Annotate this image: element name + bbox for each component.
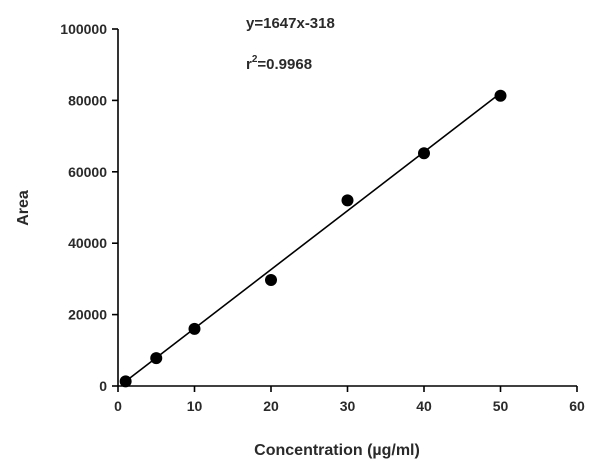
axes <box>117 29 577 387</box>
y-tick-label: 80000 <box>68 92 107 108</box>
data-point <box>418 147 430 160</box>
data-point <box>188 322 201 335</box>
x-tick-label: 20 <box>263 398 279 414</box>
r-squared-annotation: r2=0.9968 <box>246 54 312 73</box>
x-tick-label: 0 <box>114 398 122 414</box>
y-tick-label: 40000 <box>68 235 107 251</box>
r-squared-superscript: 2 <box>252 54 258 65</box>
regression-line <box>125 92 501 382</box>
y-tick-label: 100000 <box>60 21 107 37</box>
equation-annotation: y=1647x-318 <box>246 15 335 32</box>
data-point <box>119 375 132 388</box>
data-point <box>150 352 163 365</box>
data-point <box>341 194 354 207</box>
ticks: 0 10 20 30 40 50 60 0 20000 40000 60000 80000 100000 <box>60 21 585 414</box>
x-tick-label: 50 <box>493 398 509 414</box>
y-tick-label: 0 <box>99 378 107 394</box>
x-tick-label: 40 <box>416 398 432 414</box>
y-axis-title: Area <box>15 190 32 226</box>
x-tick-label: 60 <box>569 398 585 414</box>
x-axis-title: Concentration (µg/ml) <box>254 442 420 459</box>
y-tick-label: 60000 <box>68 164 107 180</box>
y-tick-label: 20000 <box>68 307 107 323</box>
data-point <box>265 273 277 286</box>
x-tick-label: 30 <box>340 398 356 414</box>
r-squared-value: =0.9968 <box>257 56 312 73</box>
data-points <box>119 89 507 388</box>
data-point <box>494 89 507 102</box>
r-squared-prefix: r <box>246 56 252 73</box>
x-tick-label: 10 <box>187 398 203 414</box>
fit-line-group <box>125 92 501 382</box>
